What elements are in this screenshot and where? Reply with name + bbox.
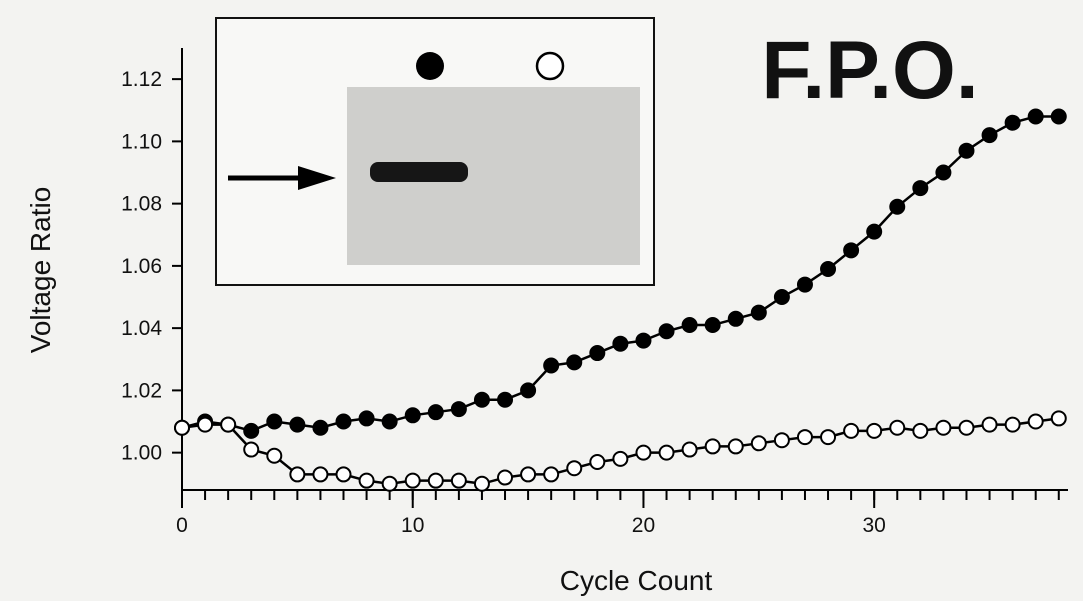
y-tick-label: 1.02 — [121, 379, 162, 402]
data-point — [544, 467, 558, 481]
data-point — [406, 474, 420, 488]
y-tick-label: 1.12 — [121, 68, 162, 91]
data-point — [959, 144, 973, 158]
chart: F.P.O. Cycle Count Voltage Ratio 1.00 1.0… — [0, 0, 1083, 601]
data-point — [867, 424, 881, 438]
data-point — [936, 166, 950, 180]
data-point — [383, 415, 397, 429]
data-point — [567, 461, 581, 475]
data-point — [567, 355, 581, 369]
data-point — [475, 477, 489, 491]
data-point — [1029, 415, 1043, 429]
data-point — [983, 128, 997, 142]
data-point — [867, 225, 881, 239]
data-point — [821, 262, 835, 276]
data-point — [313, 467, 327, 481]
data-point — [429, 405, 443, 419]
data-point — [221, 418, 235, 432]
data-point — [913, 181, 927, 195]
data-point — [544, 358, 558, 372]
data-point — [775, 433, 789, 447]
x-axis-label: Cycle Count — [560, 565, 713, 596]
data-point — [290, 467, 304, 481]
data-point — [290, 418, 304, 432]
y-tick-label: 1.06 — [121, 255, 162, 278]
x-tick-label: 20 — [632, 514, 655, 537]
data-point — [360, 474, 374, 488]
data-point — [706, 439, 720, 453]
data-point — [636, 446, 650, 460]
data-point — [244, 424, 258, 438]
data-point — [1052, 411, 1066, 425]
data-point — [406, 408, 420, 422]
data-point — [1006, 116, 1020, 130]
data-point — [429, 474, 443, 488]
data-point — [636, 334, 650, 348]
data-point — [683, 318, 697, 332]
data-point — [844, 424, 858, 438]
data-point — [521, 383, 535, 397]
data-point — [959, 421, 973, 435]
data-point — [798, 430, 812, 444]
data-point — [244, 443, 258, 457]
data-point — [913, 424, 927, 438]
x-tick-label: 30 — [863, 514, 886, 537]
data-point — [613, 452, 627, 466]
data-point — [452, 402, 466, 416]
data-point — [498, 471, 512, 485]
data-point — [729, 439, 743, 453]
data-point — [890, 200, 904, 214]
data-point — [752, 436, 766, 450]
data-point — [313, 421, 327, 435]
data-point — [198, 418, 212, 432]
annotation: F.P.O. — [761, 25, 978, 116]
data-point — [683, 443, 697, 457]
data-point — [475, 393, 489, 407]
data-point — [752, 306, 766, 320]
inset-open-symbol — [537, 53, 563, 79]
data-point — [1052, 109, 1066, 123]
data-point — [798, 278, 812, 292]
data-point — [337, 415, 351, 429]
y-tick-label: 1.08 — [121, 193, 162, 216]
inset — [216, 18, 654, 285]
x-tick-label: 10 — [401, 514, 424, 537]
data-point — [1006, 418, 1020, 432]
x-tick-label: 0 — [176, 514, 188, 537]
data-point — [613, 337, 627, 351]
data-point — [521, 467, 535, 481]
y-axis-label: Voltage Ratio — [25, 187, 56, 354]
data-point — [729, 312, 743, 326]
data-point — [660, 324, 674, 338]
data-point — [936, 421, 950, 435]
data-point — [821, 430, 835, 444]
y-tick-label: 1.00 — [121, 442, 162, 465]
data-point — [706, 318, 720, 332]
data-point — [452, 474, 466, 488]
data-point — [775, 290, 789, 304]
data-point — [590, 455, 604, 469]
data-point — [267, 415, 281, 429]
data-point — [660, 446, 674, 460]
data-point — [890, 421, 904, 435]
y-tick-label: 1.10 — [121, 130, 162, 153]
gel-band — [370, 162, 468, 182]
data-point — [337, 467, 351, 481]
y-tick-label: 1.04 — [121, 317, 162, 340]
data-point — [844, 243, 858, 257]
data-point — [267, 449, 281, 463]
data-point — [360, 411, 374, 425]
inset-filled-symbol — [416, 52, 444, 80]
data-point — [590, 346, 604, 360]
data-point — [983, 418, 997, 432]
data-point — [383, 477, 397, 491]
data-point — [498, 393, 512, 407]
data-point — [1029, 109, 1043, 123]
data-point — [175, 421, 189, 435]
